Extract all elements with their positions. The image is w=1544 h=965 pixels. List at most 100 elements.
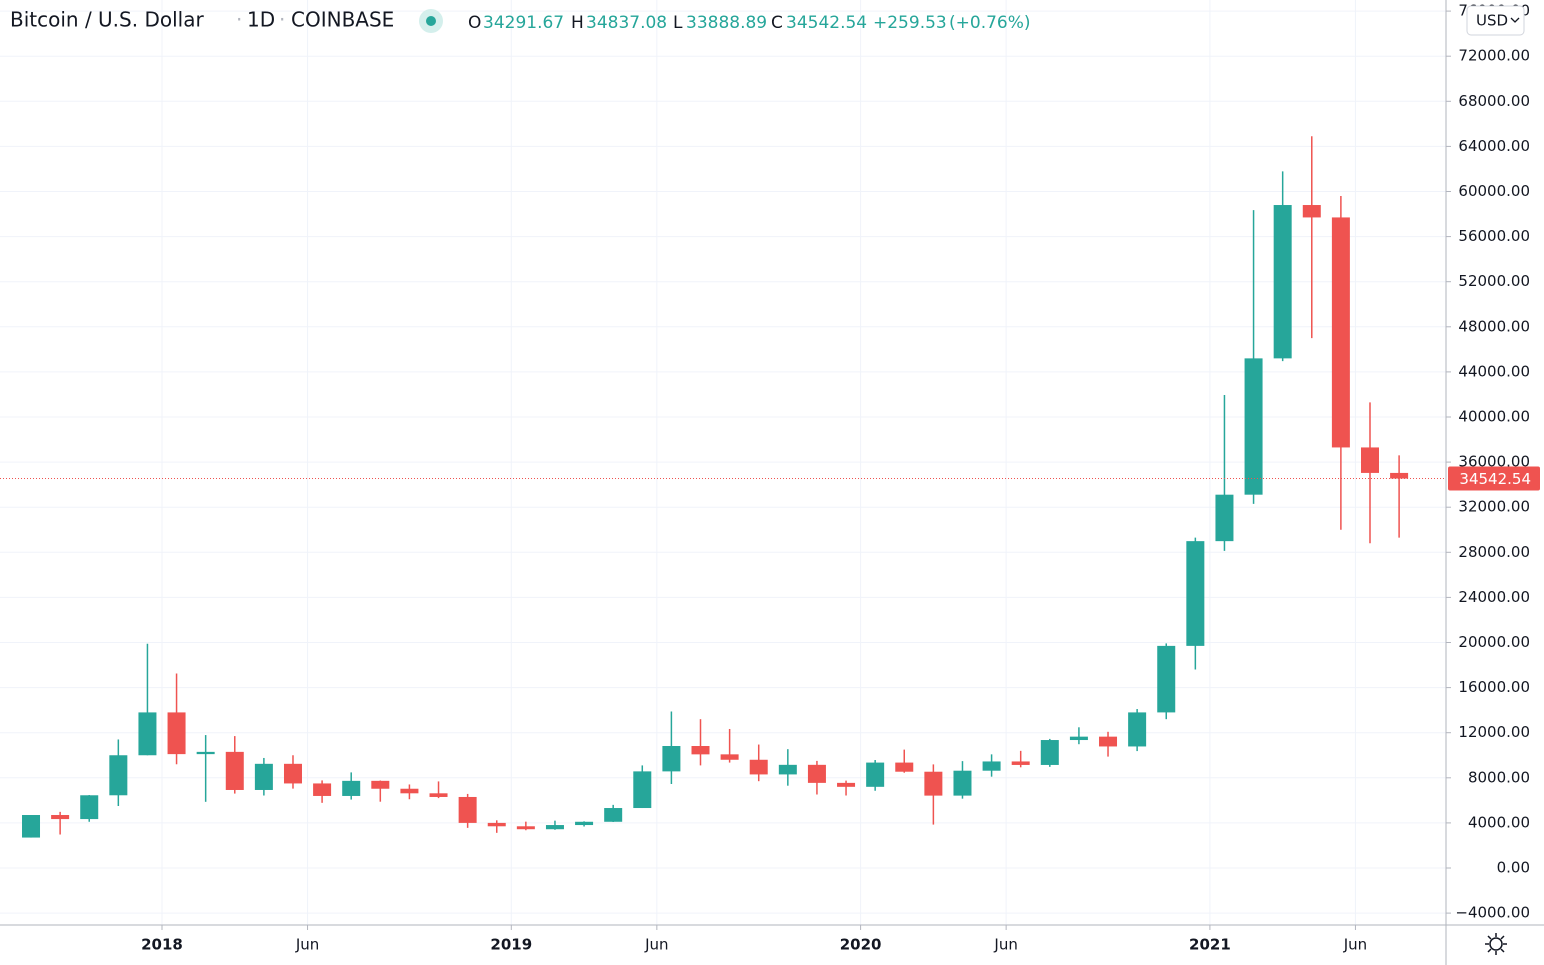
symbol: Bitcoin / U.S. Dollar [10,8,204,32]
gear-teeth[interactable] [1485,933,1507,955]
candle-body [313,783,332,796]
x-tick-label: 2021 [1189,936,1231,954]
y-tick-label: 0.00 [1497,859,1530,877]
y-tick-label: 40000.00 [1458,407,1530,425]
ohlc-label: C [771,13,783,33]
candle-body [1186,541,1205,646]
candle-body [662,746,681,772]
y-tick-label: 32000.00 [1458,498,1530,516]
candle-body [1215,494,1234,542]
ohlc-value: 34291.67 [483,13,564,33]
candle-body [720,754,739,760]
y-tick-label: 72000.00 [1458,47,1530,65]
candle-body [1099,736,1118,747]
candle-body [982,761,1001,771]
ohlc-label: H [571,13,584,33]
change: +259.53 [873,13,947,33]
ohlc-value: 34542.54 [786,13,867,33]
candle-body [429,793,448,797]
candle-body [1273,205,1292,359]
candle-body [1331,217,1350,448]
y-tick-label: 24000.00 [1458,588,1530,606]
y-tick-label: 36000.00 [1458,453,1530,471]
x-tick-label: Jun [644,936,668,954]
candles [0,136,1446,838]
candle-body [749,759,768,775]
axes: −4000.00 0.00 4000.00 8000.00 12000.00 16000.… [141,2,1530,954]
separator: · [236,8,242,32]
interval: 1D [247,8,275,32]
y-tick-label: 12000.00 [1458,723,1530,741]
ohlc-value: 34837.08 [586,13,667,33]
gear[interactable] [1489,937,1503,951]
price-tag-label: 34542.54 [1459,470,1531,488]
candle-body [604,808,623,822]
candle-body [196,751,215,755]
candle-body [80,795,99,820]
ohlc-label: L [673,13,683,33]
candle-body [1302,205,1321,218]
candle-body [283,763,302,784]
candle-body [778,764,797,775]
candle-body [254,763,273,790]
y-tick-label: 56000.00 [1458,227,1530,245]
candle-body [371,780,390,789]
y-tick-label: 28000.00 [1458,543,1530,561]
candle-body [138,712,157,756]
candle-body [1011,761,1030,765]
candle-body [545,825,564,830]
candle-body [691,746,710,755]
candle-body [1069,736,1088,741]
candle-body [953,770,972,796]
candle-body [1360,447,1379,473]
candle-body [1040,740,1059,765]
y-tick-label: 20000.00 [1458,633,1530,651]
candle-body [167,712,186,755]
settings-button[interactable] [1485,933,1507,955]
y-tick-label: 4000.00 [1468,813,1530,831]
currency-button[interactable]: USD [1466,5,1525,36]
candle-body [895,762,914,772]
status-dot [426,16,436,26]
currency-box[interactable] [1466,5,1525,36]
candle-body [837,782,856,787]
candle-body [1244,358,1263,495]
candle-body [1128,712,1147,747]
candle-body [225,751,244,790]
candle-body [458,796,477,823]
candle-body [1157,645,1176,713]
y-tick-label: 60000.00 [1458,182,1530,200]
candle-body [51,815,70,820]
y-tick-label: 44000.00 [1458,362,1530,380]
x-tick-label: 2019 [490,936,532,954]
x-tick-label: Jun [295,936,319,954]
x-tick-label: Jun [1343,936,1367,954]
x-tick-label: 2018 [141,936,183,954]
change-pct: (+0.76%) [949,13,1031,33]
candle-body [1390,472,1409,479]
price-tag [1448,466,1540,491]
y-tick-label: 64000.00 [1458,137,1530,155]
candle-body [924,771,943,796]
x-tick-label: 2020 [840,936,882,954]
candle-body [400,788,419,794]
candle-body [866,762,885,787]
y-tick-label: −4000.00 [1455,904,1530,922]
candle-body [22,815,41,838]
separator: · [279,8,285,32]
y-tick-label: 16000.00 [1458,678,1530,696]
candle-body [807,764,826,783]
chevron[interactable] [1510,17,1520,23]
exchange: COINBASE [291,8,394,32]
ohlc-value: 33888.89 [686,13,767,33]
candle-body [516,826,535,830]
y-tick-label: 52000.00 [1458,272,1530,290]
time-axis [0,925,1446,965]
currency[interactable]: USD [1476,12,1508,30]
candle-body [487,822,506,827]
y-tick-label: 68000.00 [1458,92,1530,110]
y-tick-label: 8000.00 [1468,768,1530,786]
candle-body [109,755,128,796]
grid [0,0,1446,925]
